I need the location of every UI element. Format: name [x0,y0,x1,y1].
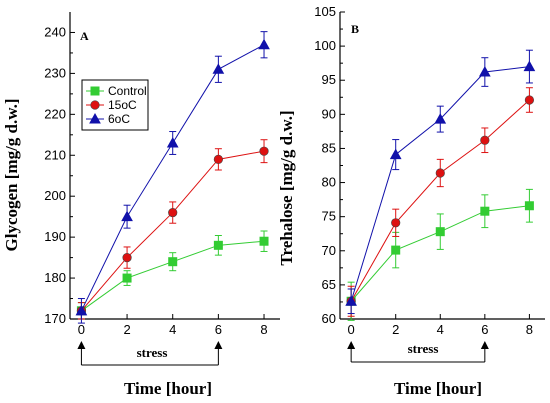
panel-b-y-tick-label: 80 [322,175,336,190]
panel-a-point-6oc [75,304,88,316]
panel-b-y-tick-label: 90 [322,106,336,121]
panel-a-y-tick-label: 170 [44,311,66,326]
panel-b-x-axis-label: Time [hour] [394,379,482,398]
panel-b-trehalose-chart: B Trehalose [mg/g d.w.] Time [hour] stre… [277,4,545,398]
panel-a-point-control [122,273,132,283]
panel-a-stress-arrow [77,341,86,349]
panel-b-x-tick-label: 4 [437,322,444,337]
legend-marker [90,86,100,96]
panel-a-point-15oc [259,146,269,156]
panel-a-point-control [168,257,178,267]
panel-b-point-6oc [389,148,402,160]
panel-b-y-tick-label: 100 [314,38,336,53]
panel-a-point-6oc [212,63,225,74]
panel-a-glycogen-chart: A Glycogen [mg/g d.w.] Time [hour] stres… [2,12,280,398]
panel-a-y-tick-label: 210 [44,147,66,162]
panel-a-series-line-control [81,240,265,312]
panel-b-point-6oc [434,113,447,124]
panel-b-stress-label: stress [408,341,439,356]
panel-a-x-tick-label: 6 [215,322,222,337]
panel-b-y-tick-label: 60 [322,311,336,326]
panel-a-y-tick-label: 220 [44,106,66,121]
panel-a-point-control [259,236,269,246]
panel-a-point-control [213,240,223,250]
legend-label: 15oC [108,98,137,112]
panel-a-stress-arrow [214,341,223,349]
panel-b-point-control [480,206,490,216]
panel-a-x-tick-label: 2 [123,322,130,337]
panel-a-point-6oc [121,210,133,222]
panel-b-y-tick-label: 105 [314,4,336,19]
legend-marker [89,112,101,124]
panel-b-point-control [524,201,534,211]
panel-a-letter: A [80,29,89,43]
panel-a-y-tick-label: 190 [44,229,66,244]
legend-marker [90,100,100,110]
panel-b-point-control [391,245,401,255]
panel-a-x-tick-label: 4 [169,322,176,337]
panel-b-stress-arrow [347,341,356,349]
panel-b-x-tick-label: 0 [348,322,355,337]
panel-b-x-tick-label: 8 [526,322,533,337]
panel-b-stress-arrow [480,341,489,349]
panel-b-point-6oc [478,66,491,77]
panel-a-x-tick-label: 0 [78,322,85,337]
panel-a-x-tick-label: 8 [260,322,267,337]
panel-a-point-6oc [258,38,270,50]
panel-a-y-tick-label: 240 [44,24,66,39]
panel-a-y-axis-label: Glycogen [mg/g d.w.] [2,99,21,252]
panel-b-y-axis-label: Trehalose [mg/g d.w.] [277,110,296,265]
panel-a-point-15oc [122,253,132,263]
panel-b-y-tick-label: 75 [322,209,336,224]
panel-b-y-tick-label: 65 [322,277,336,292]
panel-a-stress-label: stress [137,345,168,360]
panel-a-point-6oc [166,136,179,148]
panel-b-letter: B [351,22,359,36]
panel-b-point-15oc [480,135,490,145]
panel-a-point-15oc [168,207,178,218]
panel-b-point-15oc [391,218,401,228]
legend-label: Control [108,84,147,98]
legend-label: 6oC [108,112,130,126]
panel-b-y-tick-label: 70 [322,243,336,258]
panel-a-series-line-15oc [81,150,265,312]
panel-b-y-tick-label: 85 [322,140,336,155]
panel-a-y-tick-label: 200 [44,188,66,203]
panel-a-y-tick-label: 230 [44,65,66,80]
panel-a-x-axis-label: Time [hour] [124,379,212,398]
panel-a-point-15oc [213,154,223,164]
panel-b-x-tick-label: 6 [481,322,488,337]
panel-b-y-tick-label: 95 [322,72,336,87]
panel-b-point-6oc [523,60,536,72]
panel-b-point-15oc [524,95,535,105]
panel-b-point-15oc [435,168,445,178]
panel-a-y-tick-label: 180 [44,270,66,285]
panel-b-x-tick-label: 2 [392,322,399,337]
panel-b-point-6oc [345,295,357,306]
panel-b-point-control [435,227,445,237]
